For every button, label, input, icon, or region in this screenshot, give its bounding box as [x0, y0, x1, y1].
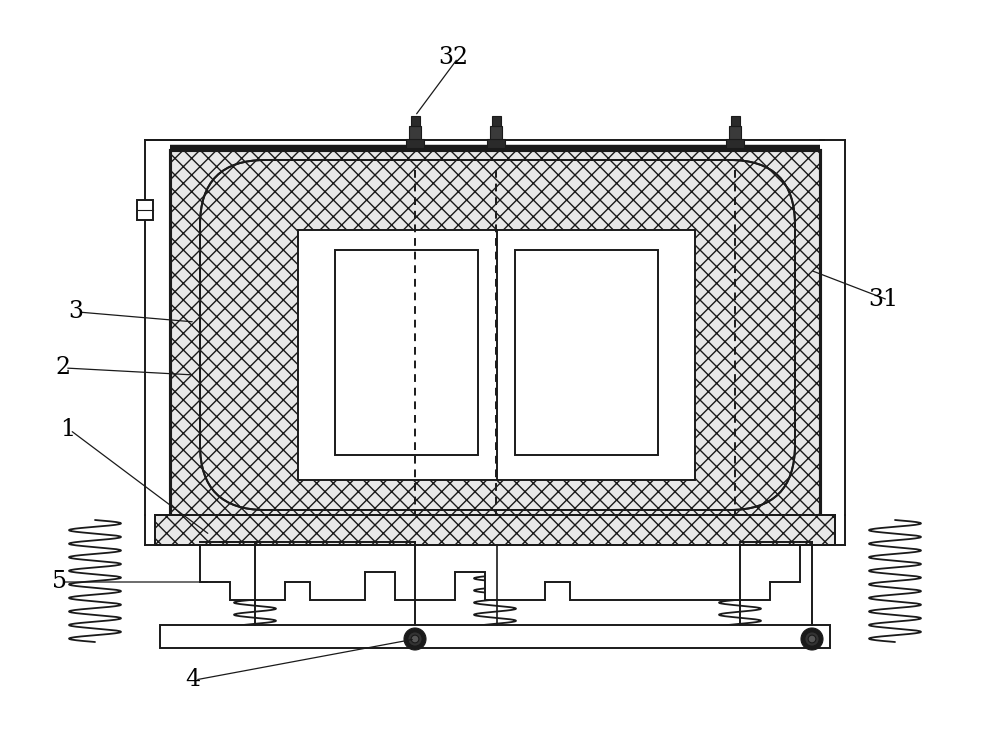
Bar — [726, 139, 744, 148]
Circle shape — [805, 632, 819, 646]
Bar — [730, 116, 740, 126]
Bar — [155, 515, 835, 545]
FancyBboxPatch shape — [200, 160, 795, 510]
Bar — [155, 515, 835, 545]
Bar — [335, 250, 478, 455]
Text: 5: 5 — [52, 571, 67, 593]
Bar — [409, 126, 421, 139]
Circle shape — [808, 635, 816, 643]
Bar — [515, 250, 658, 455]
Polygon shape — [200, 542, 800, 600]
Text: 3: 3 — [68, 301, 83, 323]
Circle shape — [408, 632, 422, 646]
Circle shape — [801, 628, 823, 650]
Bar — [298, 230, 695, 480]
Bar — [160, 625, 830, 648]
Bar — [170, 150, 820, 520]
Circle shape — [404, 628, 426, 650]
Text: 32: 32 — [438, 47, 468, 69]
Text: 4: 4 — [185, 669, 200, 691]
Circle shape — [411, 635, 419, 643]
Bar — [411, 116, 420, 126]
Text: 31: 31 — [868, 288, 898, 312]
Bar — [729, 126, 741, 139]
Bar — [170, 150, 820, 520]
Bar — [137, 200, 153, 220]
Bar — [170, 150, 820, 520]
Bar — [492, 116, 501, 126]
Bar — [487, 139, 505, 148]
Bar — [155, 515, 835, 545]
Text: 2: 2 — [55, 356, 70, 380]
Bar — [490, 126, 502, 139]
Bar — [406, 139, 424, 148]
Text: 1: 1 — [60, 418, 75, 442]
